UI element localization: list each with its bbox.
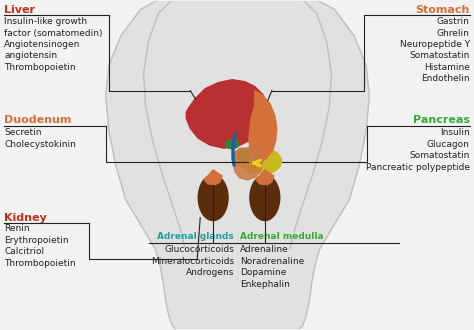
Polygon shape (233, 145, 263, 180)
Text: Calcitriol: Calcitriol (4, 247, 45, 256)
Text: Gastrin: Gastrin (437, 17, 470, 26)
Text: Somatostatin: Somatostatin (409, 151, 470, 160)
Text: Angiotensinogen: Angiotensinogen (4, 40, 81, 49)
Text: Pancreatic polypeptide: Pancreatic polypeptide (365, 162, 470, 172)
Polygon shape (256, 170, 274, 185)
Polygon shape (249, 91, 277, 163)
Text: Adrenaline: Adrenaline (240, 245, 289, 254)
Text: Renin: Renin (4, 224, 30, 234)
Text: Somatostatin: Somatostatin (409, 51, 470, 60)
Text: angiotensin: angiotensin (4, 51, 57, 60)
Text: Adrenal medulla: Adrenal medulla (240, 232, 324, 242)
Text: Kidney: Kidney (4, 213, 47, 223)
Polygon shape (238, 149, 250, 162)
Text: Glucocorticoids: Glucocorticoids (164, 245, 234, 254)
Text: Mineralocorticoids: Mineralocorticoids (151, 257, 234, 266)
Text: Androgens: Androgens (186, 268, 234, 277)
Polygon shape (204, 170, 222, 185)
Polygon shape (186, 80, 267, 148)
Text: Glucagon: Glucagon (427, 140, 470, 149)
Text: Ghrelin: Ghrelin (437, 29, 470, 38)
Text: Neuropeptide Y: Neuropeptide Y (400, 40, 470, 49)
Ellipse shape (198, 175, 228, 220)
Text: Secretin: Secretin (4, 128, 42, 137)
Text: Insulin: Insulin (440, 128, 470, 137)
Text: Insulin-like growth: Insulin-like growth (4, 17, 88, 26)
Text: Histamine: Histamine (424, 63, 470, 72)
Polygon shape (234, 148, 282, 174)
Polygon shape (106, 1, 369, 329)
Text: Adrenal glands: Adrenal glands (157, 232, 234, 242)
Text: Thrombopoietin: Thrombopoietin (4, 63, 76, 72)
Text: Stomach: Stomach (415, 5, 470, 16)
Text: Endothelin: Endothelin (421, 74, 470, 83)
Text: factor (somatomedin): factor (somatomedin) (4, 29, 103, 38)
Text: Duodenum: Duodenum (4, 115, 72, 125)
Ellipse shape (250, 175, 280, 220)
Text: Dopamine: Dopamine (240, 268, 286, 277)
Text: Enkephalin: Enkephalin (240, 280, 290, 288)
Text: Cholecystokinin: Cholecystokinin (4, 140, 76, 149)
Text: Pancreas: Pancreas (413, 115, 470, 125)
Ellipse shape (225, 140, 239, 148)
Text: Erythropoietin: Erythropoietin (4, 236, 69, 245)
Text: Noradrenaline: Noradrenaline (240, 257, 304, 266)
Text: Thrombopoietin: Thrombopoietin (4, 259, 76, 268)
Text: Liver: Liver (4, 5, 36, 16)
